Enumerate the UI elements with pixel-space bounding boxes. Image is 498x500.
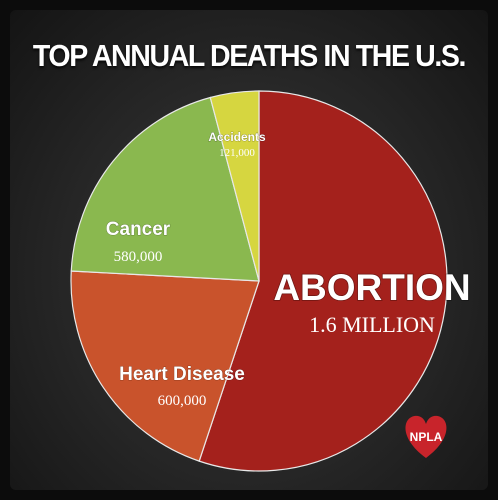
slice-label-heart-disease: Heart Disease: [119, 364, 245, 385]
pie-chart: ABORTION 1.6 MILLION Heart Disease 600,000 C…: [70, 90, 471, 472]
pie-slice-heart-disease: [70, 270, 260, 462]
slice-value-cancer: 580,000: [114, 249, 163, 265]
chart-title: TOP ANNUAL DEATHS IN THE U.S.: [32, 38, 467, 73]
slice-value-abortion: 1.6 MILLION: [309, 312, 435, 337]
pie-slice-accidents: [209, 90, 260, 282]
slice-label-cancer: Cancer: [106, 219, 171, 240]
chart-frame: TOP ANNUAL DEATHS IN THE U.S. ABORTION 1.…: [10, 10, 488, 490]
slice-label-abortion: ABORTION: [273, 267, 470, 308]
pie-slice-abortion: [198, 90, 448, 472]
slice-label-accidents: Accidents: [208, 130, 266, 144]
slice-value-heart-disease: 600,000: [158, 393, 207, 409]
heart-icon: [405, 415, 447, 458]
npla-logo: NPLA: [405, 415, 447, 458]
pie-slice-cancer: [70, 96, 260, 282]
logo-text: NPLA: [410, 430, 443, 444]
slice-value-accidents: 121,000: [219, 147, 255, 159]
